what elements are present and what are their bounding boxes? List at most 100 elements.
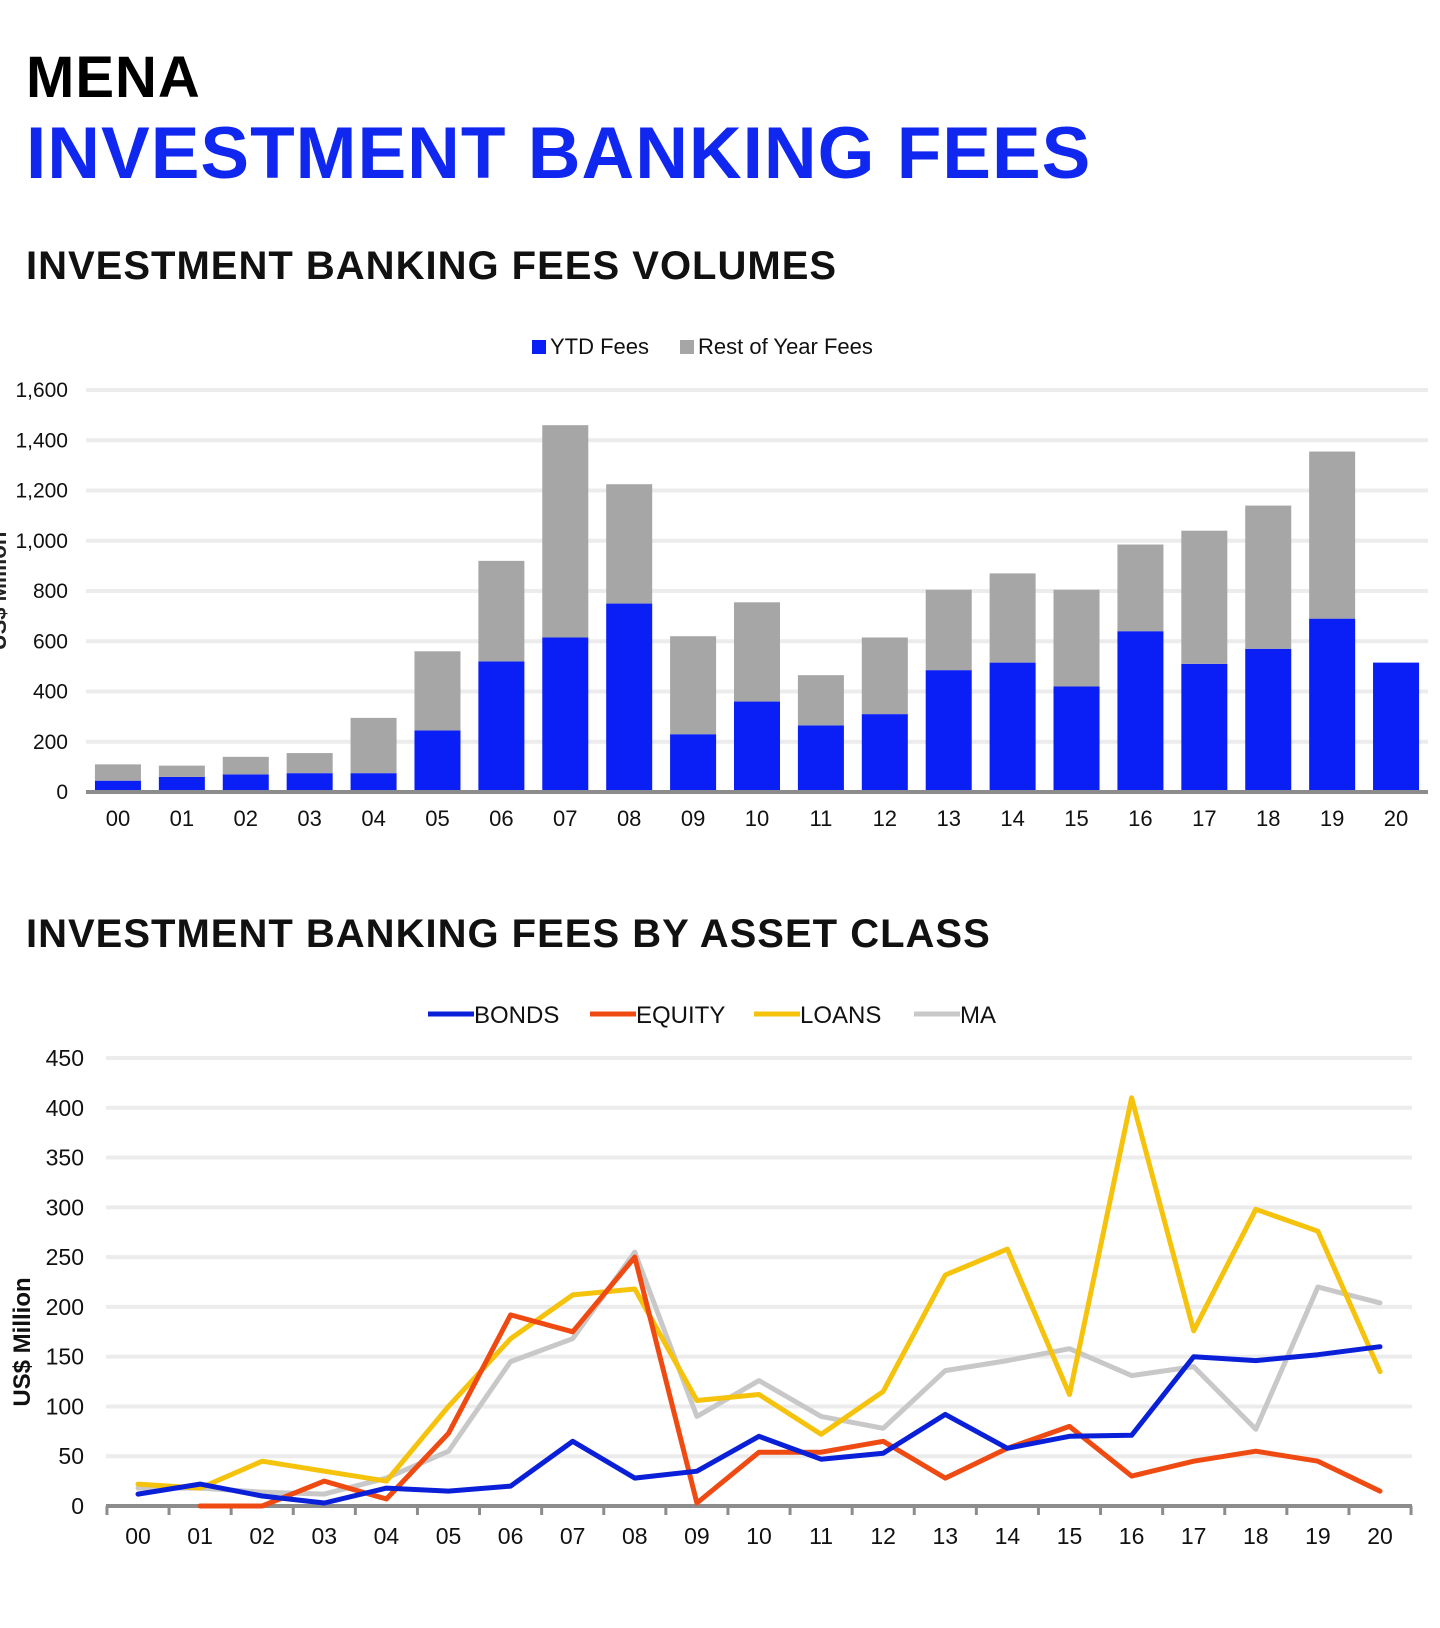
line-legend-label: BONDS: [474, 1002, 559, 1029]
bar-y-tick-label: 200: [33, 731, 68, 754]
bar-x-tick-label: 02: [234, 806, 258, 831]
line-x-tick-label: 20: [1367, 1523, 1393, 1549]
bar-rest-14: [989, 573, 1036, 663]
line-x-tick-label: 06: [498, 1523, 524, 1549]
bar-ytd-03: [286, 773, 333, 792]
bar-ytd-10: [733, 701, 781, 792]
bar-x-tick-label: 01: [170, 806, 194, 831]
bar-x-tick-label: 19: [1320, 806, 1344, 831]
bar-ytd-18: [1245, 648, 1292, 792]
bar-ytd-05: [414, 730, 461, 792]
bar-rest-13: [925, 589, 972, 671]
bar-x-tick-label: 10: [745, 806, 769, 831]
line-series-bonds: [135, 1344, 1383, 1506]
bar-ytd-06: [478, 661, 525, 792]
bar-ytd-01: [158, 776, 205, 792]
bar-ytd-02: [222, 774, 269, 792]
line-series-equity: [197, 1254, 1383, 1509]
line-x-tick-label: 15: [1057, 1523, 1083, 1549]
bar-rest-18: [1245, 505, 1292, 649]
line-x-tick-label: 18: [1243, 1523, 1269, 1549]
bar-y-tick-label: 1,600: [15, 379, 68, 402]
bar-ytd-14: [989, 662, 1036, 792]
bar-x-tick-label: 17: [1192, 806, 1216, 831]
bar-ytd-07: [542, 637, 589, 792]
bar-x-tick-label: 00: [106, 806, 130, 831]
line-x-tick-label: 14: [995, 1523, 1021, 1549]
bar-y-tick-label: 600: [33, 630, 68, 653]
bar-rest-05: [414, 651, 461, 731]
line-y-tick-label: 150: [46, 1344, 84, 1370]
bar-legend-swatch-0: [532, 340, 546, 354]
bar-ytd-00: [94, 780, 141, 792]
bar-rest-08: [606, 484, 653, 604]
line-y-tick-label: 0: [71, 1493, 84, 1519]
line-series-loans: [135, 1095, 1383, 1491]
bar-ytd-16: [1117, 631, 1164, 792]
chart2-section-title: INVESTMENT BANKING FEES BY ASSET CLASS: [26, 912, 991, 956]
bar-y-tick-label: 1,000: [15, 530, 68, 553]
bar-x-tick-label: 08: [617, 806, 641, 831]
line-x-tick-label: 08: [622, 1523, 648, 1549]
line-legend-label: MA: [960, 1002, 996, 1029]
bar-rest-07: [542, 425, 589, 638]
bar-legend-swatch-1: [680, 340, 694, 354]
bar-rest-11: [797, 675, 844, 726]
bar-rest-19: [1309, 451, 1356, 619]
bar-x-tick-label: 12: [873, 806, 897, 831]
bar-x-tick-label: 03: [297, 806, 321, 831]
bar-rest-00: [94, 764, 141, 781]
bar-rest-02: [222, 756, 269, 775]
line-x-tick-label: 05: [436, 1523, 462, 1549]
region-title: MENA: [26, 45, 201, 110]
line-y-tick-label: 400: [46, 1095, 84, 1121]
line-legend-label: EQUITY: [636, 1002, 725, 1029]
bar-x-tick-label: 09: [681, 806, 705, 831]
line-x-tick-label: 11: [809, 1523, 833, 1549]
bar-rest-12: [861, 637, 908, 715]
bar-y-tick-label: 800: [33, 580, 68, 603]
bar-x-tick-label: 13: [936, 806, 960, 831]
line-legend-label: LOANS: [800, 1002, 881, 1029]
bar-y-tick-label: 0: [56, 781, 68, 804]
bar-y-tick-label: 1,400: [15, 429, 68, 452]
bar-ytd-12: [861, 714, 908, 792]
bar-rest-10: [733, 602, 781, 702]
bar-x-tick-label: 06: [489, 806, 513, 831]
bar-x-tick-label: 05: [425, 806, 449, 831]
line-x-tick-label: 01: [187, 1523, 213, 1549]
bar-legend-label: YTD Fees: [550, 334, 649, 359]
bar-ytd-20: [1373, 662, 1420, 792]
line-y-axis-label: US$ Million: [9, 1277, 36, 1406]
bar-ytd-04: [350, 773, 397, 792]
bar-legend-label: Rest of Year Fees: [698, 334, 873, 359]
bar-y-axis-label: US$ Million: [0, 532, 11, 651]
bar-rest-06: [478, 560, 525, 662]
bar-y-tick-label: 400: [33, 681, 68, 704]
bar-x-tick-label: 04: [361, 806, 385, 831]
bar-rest-17: [1181, 530, 1228, 664]
bar-ytd-11: [797, 725, 844, 792]
bar-ytd-17: [1181, 663, 1228, 792]
line-y-tick-label: 250: [46, 1244, 84, 1270]
bar-x-tick-label: 18: [1256, 806, 1280, 831]
bar-x-tick-label: 11: [809, 806, 832, 831]
bar-rest-15: [1053, 589, 1100, 687]
bar-ytd-15: [1053, 686, 1100, 792]
line-y-tick-label: 300: [46, 1194, 84, 1220]
page-title: INVESTMENT BANKING FEES: [26, 113, 1092, 194]
line-y-tick-label: 100: [46, 1393, 84, 1419]
chart1-section-title: INVESTMENT BANKING FEES VOLUMES: [26, 244, 838, 288]
line-x-tick-label: 12: [870, 1523, 896, 1549]
bar-x-tick-label: 16: [1128, 806, 1152, 831]
line-x-tick-label: 07: [560, 1523, 586, 1549]
bar-rest-03: [286, 753, 333, 774]
bar-rest-09: [670, 636, 717, 735]
line-x-tick-label: 00: [125, 1523, 151, 1549]
bar-x-tick-label: 14: [1000, 806, 1024, 831]
line-x-tick-label: 03: [312, 1523, 338, 1549]
line-x-tick-label: 17: [1181, 1523, 1207, 1549]
line-x-tick-label: 13: [933, 1523, 959, 1549]
